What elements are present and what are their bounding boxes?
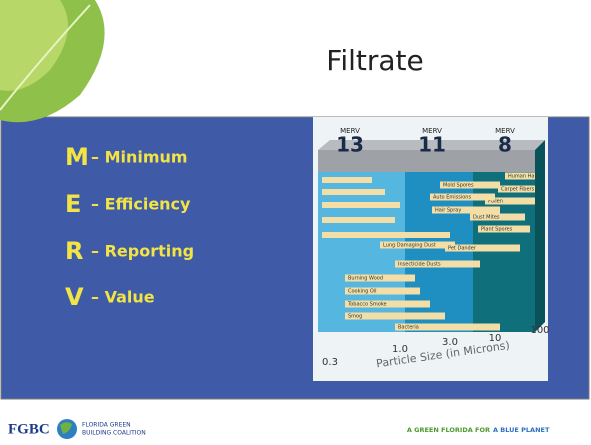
merv-number: 13 (336, 133, 364, 157)
particle-label: Human Hair (508, 174, 539, 180)
particle-label: Lung Damaging Dust (383, 243, 436, 249)
merv-number: 8 (498, 133, 512, 157)
particle-label: Pet Dander (448, 246, 477, 252)
particle-label: Auto Emissions (433, 195, 471, 201)
particle-label: Plant Spores (481, 227, 513, 233)
particle-label: Bacteria (398, 325, 419, 331)
slide: Filtrate M– Minimum E – Efficiency R – Repor… (0, 0, 591, 445)
particle-label: Insecticide Dusts (398, 262, 441, 268)
range-bar (322, 217, 395, 223)
merv13-region (318, 172, 405, 332)
particle-label: Burning Wood (348, 276, 383, 282)
org-line: FLORIDA GREEN (82, 422, 131, 429)
axis-label: 0.3 (322, 357, 338, 368)
range-bar (322, 232, 450, 238)
list-word: – Minimum (91, 148, 188, 167)
axis-label: 100 (530, 325, 549, 336)
particle-label: Cooking Oil (348, 289, 377, 295)
particle-label: Mold Spores (443, 183, 474, 189)
list-letter: M (65, 143, 89, 171)
list-letter: E (65, 190, 81, 218)
box-side (535, 140, 545, 332)
particle-label: Carpet Fibers (501, 187, 535, 193)
list-letter: R (65, 237, 83, 265)
range-bar (322, 189, 385, 195)
merv-number: 11 (418, 133, 446, 157)
org-line: BUILDING COALITION (82, 430, 146, 437)
list-word: – Value (91, 288, 155, 307)
particle-label: Dust Mites (473, 215, 500, 221)
logo: FGBC (8, 421, 50, 437)
tagline: A BLUE PLANET (493, 426, 550, 434)
title: Filtrate (326, 44, 423, 77)
range-bar (322, 202, 400, 208)
range-bar (322, 177, 372, 183)
tagline: A GREEN FLORIDA FOR (407, 426, 490, 434)
list-word: – Efficiency (91, 195, 191, 214)
list-letter: V (65, 283, 84, 311)
particle-label: Hair Spray (435, 208, 461, 214)
particle-label: Smog (348, 314, 362, 320)
particle-label: Tobacco Smoke (347, 302, 387, 308)
list-word: – Reporting (91, 242, 194, 261)
